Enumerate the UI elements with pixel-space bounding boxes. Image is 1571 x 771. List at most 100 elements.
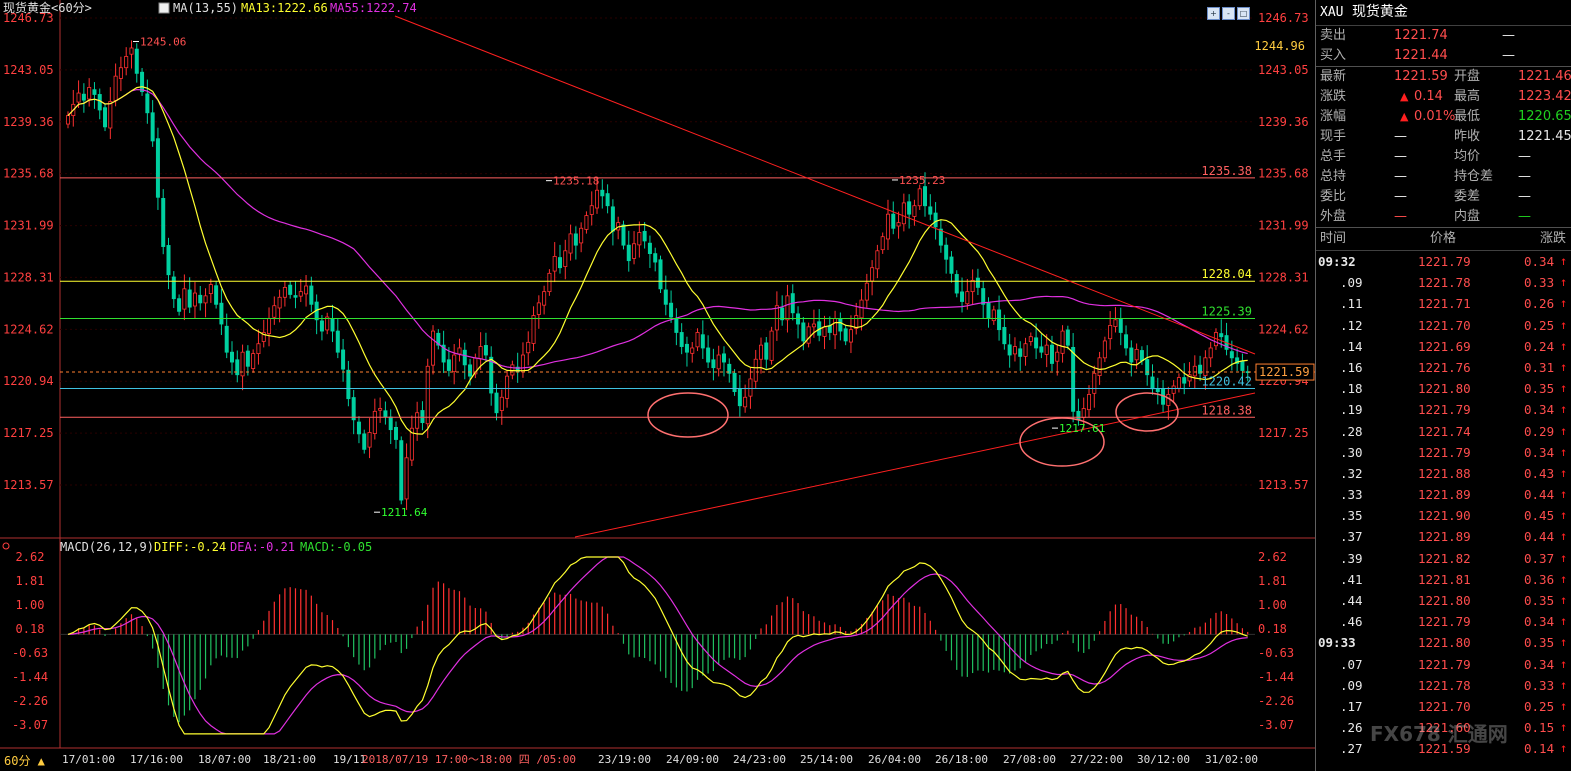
candle-body [118,67,123,79]
candle-body [277,296,282,309]
tick-time: 09:33 [1318,635,1356,651]
price-tick-label-left: 1220.94 [3,374,54,388]
candle-body [134,48,139,74]
tick-row[interactable]: .26 1221.60 0.15 ↑ [1316,717,1571,738]
quote-label: 委差 [1454,189,1481,204]
candle-body [727,363,732,374]
candle-body [711,359,716,369]
macd-tick-label-left: -2.26 [12,694,48,708]
tick-row[interactable]: .46 1221.79 0.34 ↑ [1316,611,1571,632]
tick-row[interactable]: .09 1221.78 0.33 ↑ [1316,272,1571,293]
tick-row[interactable]: .39 1221.82 0.37 ↑ [1316,548,1571,569]
candle-body [822,326,827,337]
ma55-line [67,88,1248,369]
quote-row: 涨跌 ▲ 0.14 最高 1223.42 [1316,87,1571,107]
tick-row[interactable]: .41 1221.81 0.36 ↑ [1316,569,1571,590]
tick-row[interactable]: .18 1221.80 0.35 ↑ [1316,378,1571,399]
diff-line [67,556,1248,735]
time-axis-label: 17/16:00 [130,753,183,766]
tick-row[interactable]: .14 1221.69 0.24 ↑ [1316,336,1571,357]
level-label: 1220.42 [1201,375,1252,389]
candle-body [997,309,1002,331]
tick-price: 1221.76 [1418,359,1471,375]
tick-time: .32 [1340,465,1363,481]
tick-row[interactable]: .11 1221.71 0.26 ↑ [1316,293,1571,314]
tick-change: 0.44 [1524,529,1555,545]
price-tick-label-right: 1235.68 [1258,167,1309,181]
buy-price: 1221.44 [1394,48,1448,63]
tick-row[interactable]: .09 1221.78 0.33 ↑ [1316,675,1571,696]
zoom-in-icon[interactable]: + [1207,7,1220,20]
tick-price: 1221.79 [1418,444,1471,460]
price-tick-label-right: 1217.25 [1258,426,1309,440]
candle-body [436,332,441,346]
price-tick-label-left: 1246.73 [3,11,54,25]
price-tick-label-right: 1246.73 [1258,11,1309,25]
macd-macd-legend: MACD:-0.05 [300,540,372,554]
arrow-up-icon: ↑ [1560,508,1568,523]
candle-body [938,228,943,246]
tick-price: 1221.70 [1418,698,1471,714]
tick-row[interactable]: .07 1221.79 0.34 ↑ [1316,654,1571,675]
restore-icon[interactable]: □ [1237,7,1250,20]
quote-row: 涨幅 ▲ 0.01% 最低 1220.65 [1316,107,1571,127]
indicator-dot-icon[interactable] [2,542,10,550]
candle-body [891,213,896,229]
quote-label: 昨收 [1454,129,1481,144]
time-axis-label: 19/11 [333,753,366,766]
tick-row[interactable]: .35 1221.90 0.45 ↑ [1316,505,1571,526]
buy-row: 买入 1221.44 — [1316,46,1571,67]
tick-change: 0.26 [1524,296,1555,312]
tick-row[interactable]: 09:33 1221.80 0.35 ↑ [1316,632,1571,653]
tick-row[interactable]: .19 1221.79 0.34 ↑ [1316,399,1571,420]
candle-body [1240,360,1245,371]
quote-label: 外盘 [1320,209,1347,224]
zoom-out-icon[interactable]: - [1222,7,1235,20]
candle-body [716,354,721,370]
quote-label: 最新 [1320,69,1347,84]
tick-row[interactable]: .33 1221.89 0.44 ↑ [1316,484,1571,505]
candle-body [700,334,705,349]
tick-row[interactable]: .27 1221.59 0.14 ↑ [1316,738,1571,759]
tick-row[interactable]: .32 1221.88 0.43 ↑ [1316,463,1571,484]
tick-price: 1221.78 [1418,275,1471,291]
candle-body [309,285,314,305]
candle-body [1171,385,1176,394]
tick-row[interactable]: .17 1221.70 0.25 ↑ [1316,696,1571,717]
time-axis-label: 27/08:00 [1003,753,1056,766]
tick-row[interactable]: 09:32 1221.79 0.34 ↑ [1316,251,1571,272]
tick-row[interactable]: .44 1221.80 0.35 ↑ [1316,590,1571,611]
candle-body [785,295,790,321]
tick-row[interactable]: .30 1221.79 0.34 ↑ [1316,442,1571,463]
tick-list[interactable]: 09:32 1221.79 0.34 ↑ .09 1221.78 0.33 ↑ .11 1221.… [1316,251,1571,760]
candle-body [690,347,695,354]
candle-body [901,202,906,225]
tick-row[interactable]: .28 1221.74 0.29 ↑ [1316,421,1571,442]
chart-toolbar-icons[interactable]: + - □ [1207,1,1252,20]
candle-body [859,299,864,319]
price-tick-label-right: 1224.62 [1258,322,1309,336]
chart-title: 现货黄金<60分> [3,0,92,15]
sell-label: 卖出 [1320,28,1347,43]
candle-body [182,288,187,310]
candle-body [388,416,393,431]
candle-body [759,344,764,360]
candle-body [684,343,689,353]
candle-body [372,410,377,434]
candle-body [1150,376,1155,390]
quote-value: 1220.65 [1518,109,1571,124]
arrow-up-icon: ↑ [1560,402,1568,417]
macd-label: MACD(26,12,9) [60,540,154,554]
candle-body [1023,343,1028,357]
candle-body [383,410,388,418]
tick-row[interactable]: .16 1221.76 0.31 ↑ [1316,357,1571,378]
candle-body [187,289,192,308]
tick-row[interactable]: .12 1221.70 0.25 ↑ [1316,315,1571,336]
quote-label: 最高 [1454,89,1481,104]
candle-body [584,215,589,230]
candle-body [870,267,875,282]
candle-body [150,112,155,142]
tick-row[interactable]: .37 1221.89 0.44 ↑ [1316,526,1571,547]
quote-label: 内盘 [1454,209,1481,224]
